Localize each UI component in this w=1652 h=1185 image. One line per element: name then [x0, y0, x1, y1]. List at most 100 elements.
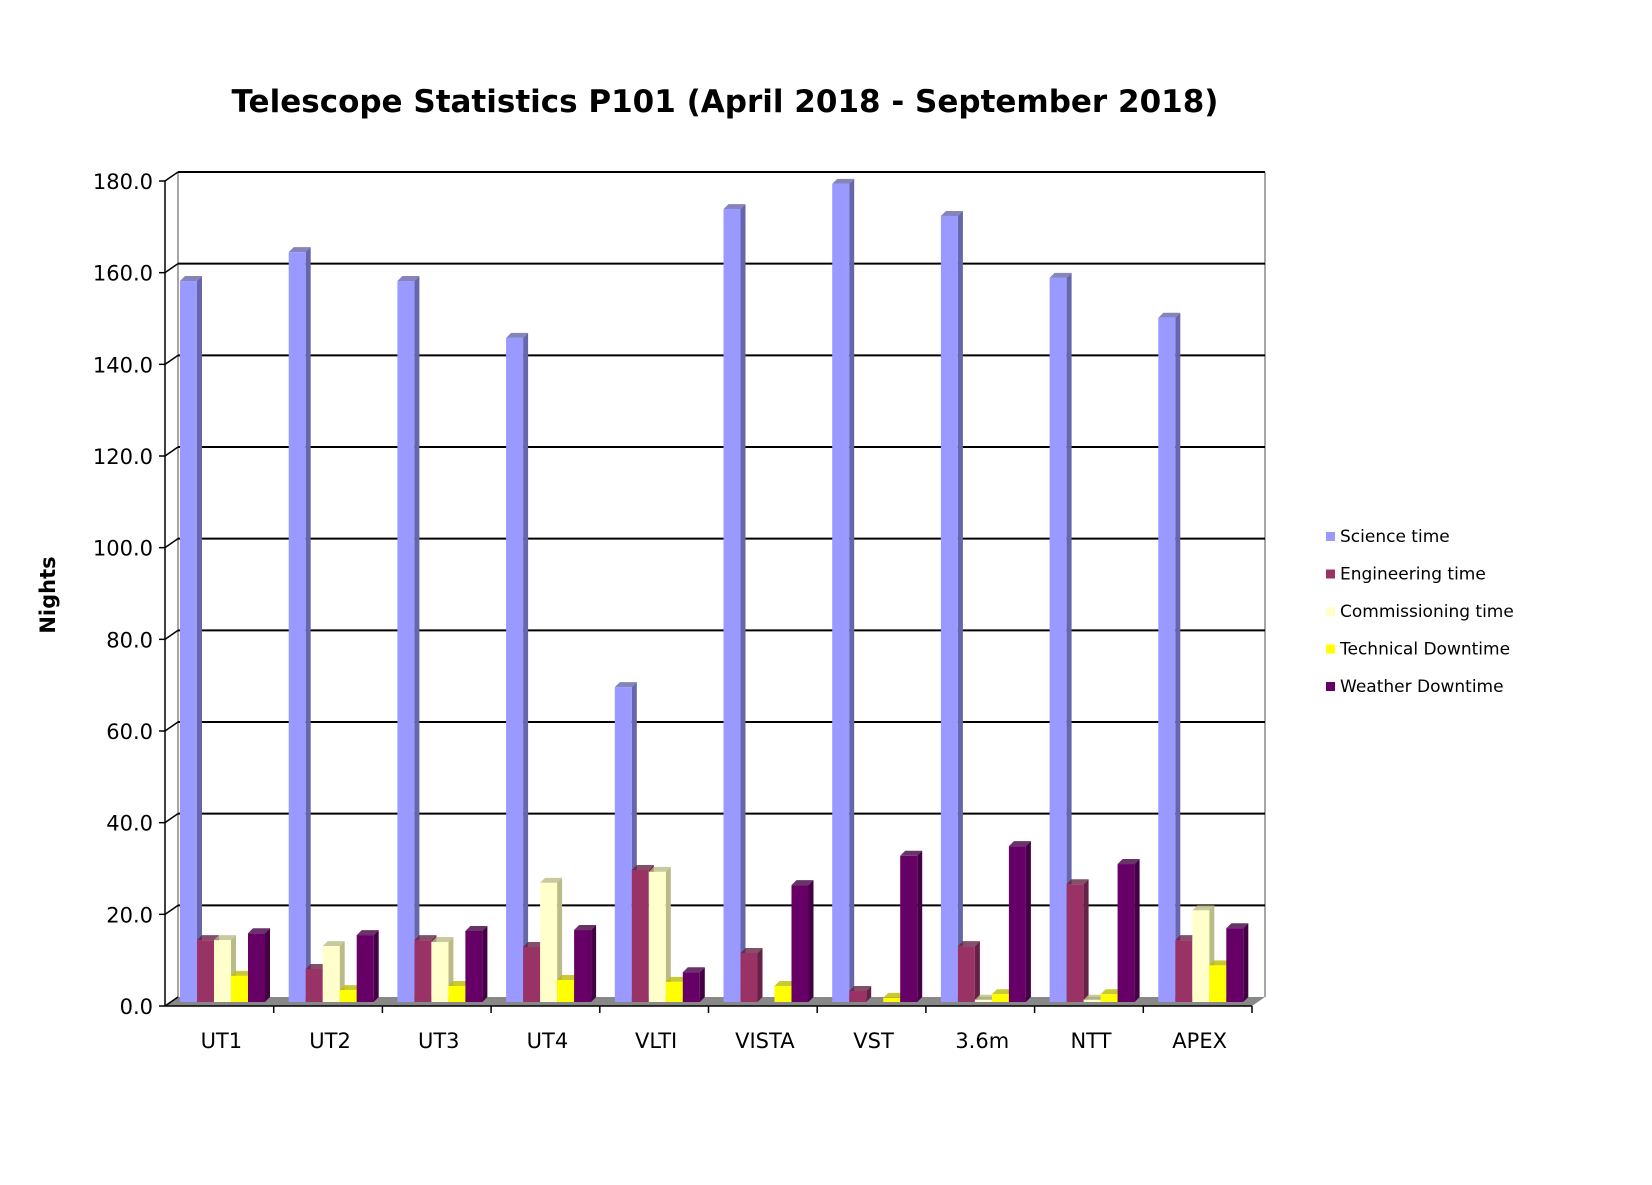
- bar-top: [431, 936, 454, 942]
- bar-top: [197, 935, 219, 941]
- bar-top: [248, 928, 270, 934]
- bar-weather-downtime: [791, 880, 814, 1002]
- bar-top: [1192, 905, 1215, 911]
- x-tick-label: UT3: [418, 1029, 460, 1053]
- bar-science-time: [940, 210, 963, 1003]
- bar-front: [1100, 994, 1118, 1002]
- bar-side: [1175, 312, 1181, 1002]
- bar-top: [849, 986, 872, 991]
- bar-front: [614, 687, 632, 1002]
- bar-front: [991, 994, 1009, 1002]
- bar-front: [1008, 846, 1026, 1002]
- bar-front: [1175, 940, 1193, 1002]
- legend-swatch: [1326, 682, 1335, 691]
- bar-front: [305, 969, 323, 1002]
- bar-front: [832, 183, 850, 1002]
- gridline-side: [164, 538, 179, 549]
- bar-front: [288, 252, 306, 1002]
- bar-side: [265, 928, 270, 1002]
- bar-front: [1117, 864, 1135, 1002]
- bar-side: [699, 967, 705, 1002]
- bar-top: [791, 880, 814, 886]
- y-tick-label: 80.0: [106, 628, 153, 652]
- bar-front: [665, 981, 683, 1002]
- gridline-side: [164, 996, 179, 1007]
- bar-top: [231, 970, 253, 976]
- bar-weather-downtime: [574, 925, 597, 1002]
- bar-front: [356, 935, 374, 1002]
- bar-side: [305, 247, 311, 1002]
- bar-top: [1209, 960, 1232, 966]
- bar-front: [648, 871, 666, 1002]
- bar-top: [214, 935, 236, 941]
- bar-engineering-time: [740, 947, 763, 1002]
- bar-top: [1158, 312, 1181, 318]
- bar-side: [414, 276, 420, 1003]
- bar-side: [557, 877, 563, 1002]
- bar-science-time: [180, 276, 202, 1003]
- bar-top: [339, 985, 362, 991]
- bar-front: [197, 940, 214, 1002]
- x-tick-label: NTT: [1070, 1029, 1111, 1053]
- bar-top: [1008, 841, 1031, 847]
- bar-science-time: [1049, 272, 1072, 1002]
- bar-front: [465, 930, 483, 1002]
- bar-front: [974, 999, 992, 1002]
- legend-swatch: [1326, 532, 1335, 541]
- bar-top: [774, 980, 797, 986]
- y-tick-label: 60.0: [106, 720, 153, 744]
- bar-side: [1066, 272, 1072, 1002]
- bar-top: [900, 850, 923, 856]
- bar-commissioning-time: [648, 866, 671, 1002]
- bar-top: [1175, 935, 1198, 941]
- bar-front: [883, 997, 901, 1002]
- bar-top: [1066, 879, 1089, 885]
- bar-front: [1192, 910, 1210, 1002]
- bar-front: [1083, 999, 1101, 1002]
- bar-engineering-time: [957, 941, 980, 1002]
- legend-label: Science time: [1340, 527, 1450, 547]
- x-tick-label: UT1: [201, 1029, 243, 1053]
- bar-top: [448, 980, 471, 986]
- bar-front: [506, 337, 524, 1002]
- bar-front: [1158, 317, 1176, 1002]
- legend-swatch: [1326, 607, 1335, 616]
- gridline-side: [164, 354, 179, 365]
- bar-side: [523, 332, 529, 1002]
- bar-top: [665, 976, 688, 982]
- bar-front: [740, 952, 758, 1002]
- bar-side: [866, 986, 872, 1002]
- bar-side: [974, 941, 980, 1002]
- bar-weather-downtime: [900, 850, 923, 1002]
- bar-front: [397, 281, 415, 1003]
- x-tick-label: APEX: [1172, 1029, 1227, 1053]
- y-tick-label: 140.0: [93, 353, 153, 377]
- bar-top: [506, 332, 529, 338]
- bar-front: [322, 946, 340, 1002]
- bar-front: [414, 940, 432, 1002]
- gridline-side: [164, 171, 179, 182]
- bar-front: [523, 947, 541, 1002]
- x-tick-label: UT4: [527, 1029, 569, 1053]
- bar-side: [757, 947, 763, 1002]
- y-tick-label: 20.0: [106, 903, 153, 927]
- bar-top: [957, 941, 980, 947]
- bar-front: [557, 980, 575, 1002]
- bar-side: [373, 930, 379, 1002]
- bar-top: [322, 941, 345, 947]
- y-tick-label: 180.0: [93, 170, 153, 194]
- bar-front: [791, 885, 809, 1002]
- bar-top: [465, 925, 488, 931]
- bar-science-time: [397, 276, 420, 1003]
- x-tick-label: VISTA: [735, 1029, 795, 1053]
- bar-front: [339, 990, 357, 1002]
- bar-science-time: [288, 247, 311, 1002]
- bar-front: [900, 855, 918, 1002]
- bar-top: [682, 967, 705, 973]
- bar-top: [523, 942, 546, 947]
- gridline-side: [164, 721, 179, 732]
- bar-weather-downtime: [1008, 841, 1031, 1002]
- x-tick-label: UT2: [309, 1029, 351, 1053]
- bar-weather-downtime: [465, 925, 488, 1002]
